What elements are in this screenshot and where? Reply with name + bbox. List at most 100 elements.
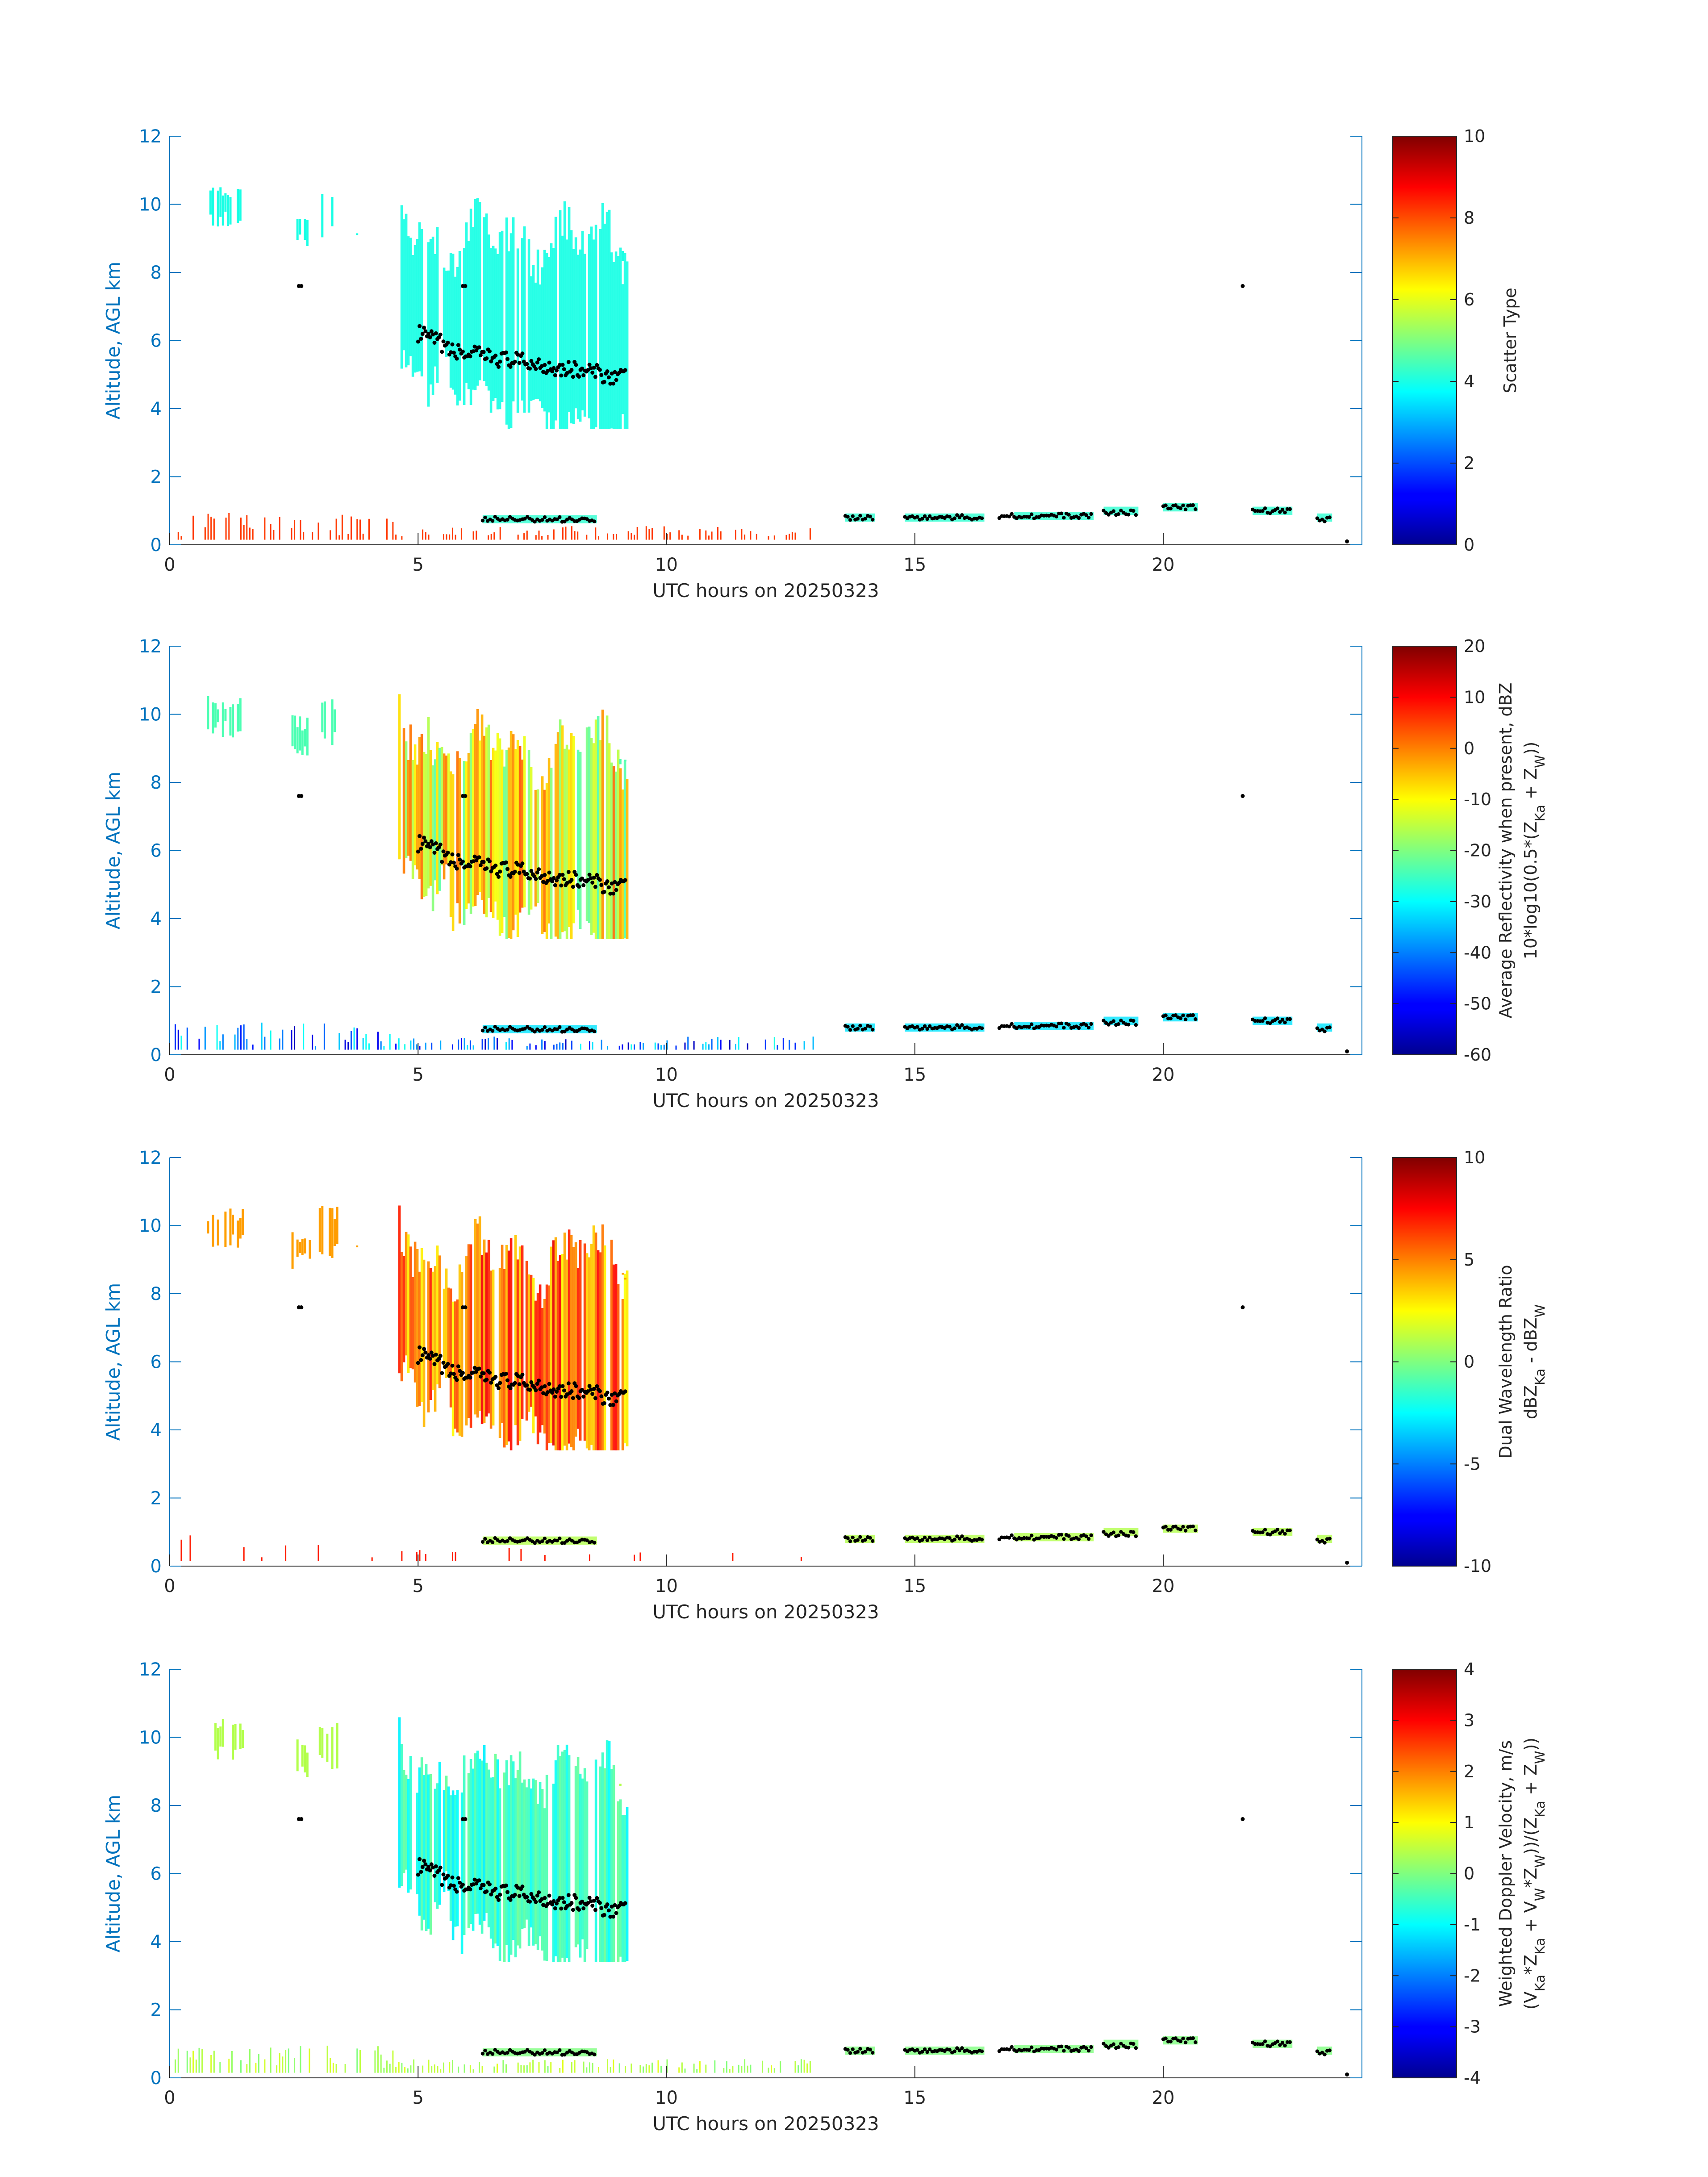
cloud-base-marker <box>602 1913 606 1917</box>
cloud-base-marker <box>1089 1022 1093 1026</box>
cloud-base-marker <box>426 1865 431 1869</box>
cloud-base-marker <box>422 326 426 330</box>
cloud-base-marker <box>563 519 567 524</box>
cloud-base-marker <box>555 2050 559 2054</box>
echo-column <box>398 1205 401 1374</box>
cloud-base-marker <box>1067 513 1071 517</box>
cloud-base-marker <box>1275 1016 1280 1020</box>
clutter <box>246 1039 248 1050</box>
clutter <box>773 2068 775 2073</box>
echo-column <box>518 1246 522 1441</box>
cloud-base-marker <box>422 836 426 840</box>
cloud-base-marker <box>1315 1026 1320 1030</box>
clutter <box>279 1038 280 1050</box>
clutter <box>684 1042 686 1050</box>
cloud-base-marker <box>1119 1019 1123 1023</box>
x-tick-label: 0 <box>164 2088 175 2108</box>
colorbar-tick-label: 4 <box>1464 1659 1474 1679</box>
cloud-base-marker <box>550 1391 555 1395</box>
cloud-base-marker <box>426 1353 431 1358</box>
echo-column <box>547 758 551 923</box>
cloud-base-marker <box>550 879 555 884</box>
echo-column <box>436 1783 439 1909</box>
echo-column <box>534 1780 537 1944</box>
clutter <box>687 535 689 540</box>
cloud-base-marker <box>1116 2045 1121 2049</box>
echo-column <box>465 1256 468 1426</box>
clutter <box>213 518 215 540</box>
echo-column <box>563 748 566 932</box>
cloud-base-marker <box>535 360 539 365</box>
clutter <box>344 1040 346 1050</box>
cloud-base-marker <box>477 855 481 860</box>
colorbar-tick-label: 0 <box>1464 1352 1474 1372</box>
echo-column <box>563 1750 566 1962</box>
cloud-base-marker <box>1116 1534 1121 1538</box>
clutter <box>789 534 790 540</box>
cloud-base-marker <box>858 514 862 518</box>
echo-column <box>576 749 580 910</box>
clutter <box>738 1037 739 1050</box>
clutter <box>714 2060 716 2073</box>
cloud-base-marker <box>1288 1528 1292 1533</box>
cloud-base-marker <box>490 1029 495 1033</box>
cloud-base-marker <box>420 1353 425 1358</box>
clutter <box>559 2068 561 2073</box>
cloud-base-marker <box>1263 2039 1267 2043</box>
clutter <box>651 528 653 540</box>
clutter <box>455 1552 456 1561</box>
echo-column <box>612 262 615 429</box>
cloud-base-marker <box>483 1025 487 1030</box>
echo-column <box>556 1261 560 1450</box>
cloud-base-marker <box>925 1538 929 1542</box>
cloud-base-marker <box>858 2047 862 2051</box>
echo-column <box>516 1259 519 1446</box>
clutter <box>344 2064 346 2073</box>
echo-column <box>574 1766 577 1947</box>
cloud-base-marker <box>1181 2036 1185 2040</box>
echo-column <box>610 1240 613 1450</box>
echo-column <box>451 1301 455 1437</box>
clutter <box>225 518 227 540</box>
cloud-base-marker <box>543 1896 547 1900</box>
clutter <box>431 2066 433 2073</box>
cloud-base-marker <box>497 365 501 369</box>
clutter <box>422 2065 424 2073</box>
clutter <box>458 1039 459 1050</box>
cloud-base-marker <box>1275 2039 1280 2043</box>
clutter <box>764 1039 766 1050</box>
echo-column <box>599 1766 602 1962</box>
echo-column <box>568 1755 571 1962</box>
clutter <box>464 1038 465 1050</box>
echo-column <box>601 203 604 429</box>
cloud-base-marker <box>450 1875 455 1880</box>
clutter <box>419 1046 421 1050</box>
echo-patch <box>321 702 324 732</box>
cloud-base-marker <box>525 1383 529 1387</box>
cloud-base-marker <box>1173 503 1178 507</box>
clutter <box>806 2063 808 2073</box>
echo-column <box>498 232 501 409</box>
clutter <box>794 2060 796 2073</box>
y-tick-label: 6 <box>150 841 162 861</box>
y-axis-label: Altitude, AGL km <box>102 772 124 929</box>
cloud-base-marker <box>1077 1537 1081 1542</box>
echo-column <box>478 1216 481 1411</box>
clutter <box>643 1043 644 1050</box>
cloud-base-marker <box>504 1371 508 1376</box>
echo-column <box>561 725 564 932</box>
cloud-base-marker <box>422 1859 426 1863</box>
cloud-base-marker <box>1240 284 1245 288</box>
cloud-base-marker <box>559 1906 564 1911</box>
cloud-base-marker <box>577 1396 581 1400</box>
cloud-base-marker <box>1345 539 1349 543</box>
echo-column <box>434 759 437 881</box>
cloud-base-marker <box>614 1911 618 1915</box>
clutter <box>222 1034 224 1050</box>
echo-column <box>480 1760 484 1934</box>
cloud-base-marker <box>426 332 431 336</box>
cloud-base-marker <box>490 2052 495 2056</box>
echo-column <box>436 1245 439 1385</box>
cloud-base-marker <box>504 860 508 865</box>
